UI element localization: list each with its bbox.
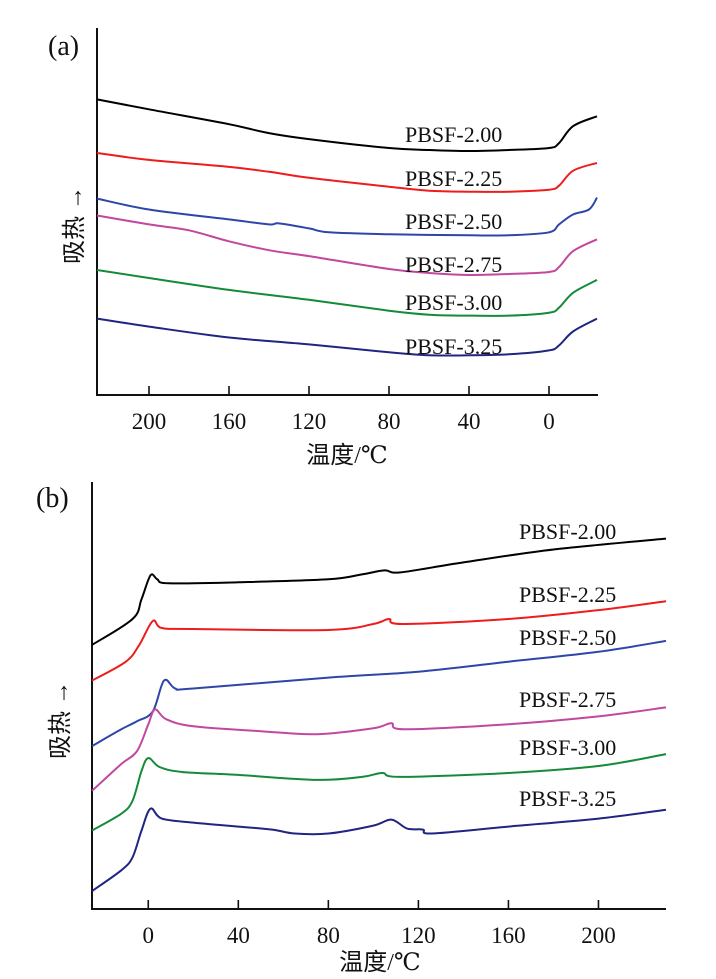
series-label: PBSF-2.75 [405,252,502,277]
series-line-pbsf-2-25 [91,600,667,682]
x-tick-label: 200 [581,923,616,948]
series-label: PBSF-2.00 [405,122,502,147]
series-line-pbsf-2-75 [96,214,598,277]
series-line-pbsf-3-25 [91,807,667,892]
series-line-pbsf-3-25 [96,317,598,357]
x-axis-label-b: 温度/℃ [339,949,421,976]
series-label: PBSF-2.25 [519,582,616,607]
x-tick-label: 80 [317,923,340,948]
x-tick-label: 80 [378,409,401,434]
panel-label-a: (a) [48,31,79,62]
series-line-pbsf-2-75 [91,706,667,792]
series-label: PBSF-2.50 [519,625,616,650]
x-axis-label-a: 温度/℃ [306,442,388,469]
series-line-pbsf-2-50 [91,639,667,747]
x-tick-label: 160 [491,923,526,948]
x-tick-label: 200 [132,409,167,434]
x-tick-label: 120 [401,923,436,948]
series-label: PBSF-2.00 [519,519,616,544]
x-tick-label: 40 [458,409,481,434]
series-line-pbsf-2-00 [96,98,598,152]
series-line-pbsf-2-25 [96,152,598,193]
panel-label-b: (b) [36,483,69,514]
x-tick-label: 40 [227,923,250,948]
series-label: PBSF-3.00 [405,290,502,315]
series-label: PBSF-3.00 [519,735,616,760]
series-label: PBSF-3.25 [405,334,502,359]
series-line-pbsf-2-50 [96,197,598,237]
series-label: PBSF-3.25 [519,786,616,811]
series-line-pbsf-2-00 [91,537,667,646]
series-label: PBSF-2.75 [519,687,616,712]
panel-a: (a) 吸热 → 温度/℃ 200 160 120 80 40 0 PBSF-2.00 PBS… [48,28,598,469]
y-axis-label-a: 吸热 → [61,186,88,264]
x-tick-label: 0 [143,923,155,948]
x-tick-label: 120 [292,409,327,434]
x-tick-label: 0 [543,409,555,434]
panel-b: (b) 吸热 → 温度/℃ 0 40 80 120 160 200 PBSF-2.00 PBS… [36,482,667,976]
x-tick-label: 160 [212,409,247,434]
series-line-pbsf-3-00 [91,753,667,832]
series-line-pbsf-3-00 [96,269,598,317]
series-label: PBSF-2.50 [405,209,502,234]
series-label: PBSF-2.25 [405,166,502,191]
y-axis-label-b: 吸热 → [47,681,74,759]
